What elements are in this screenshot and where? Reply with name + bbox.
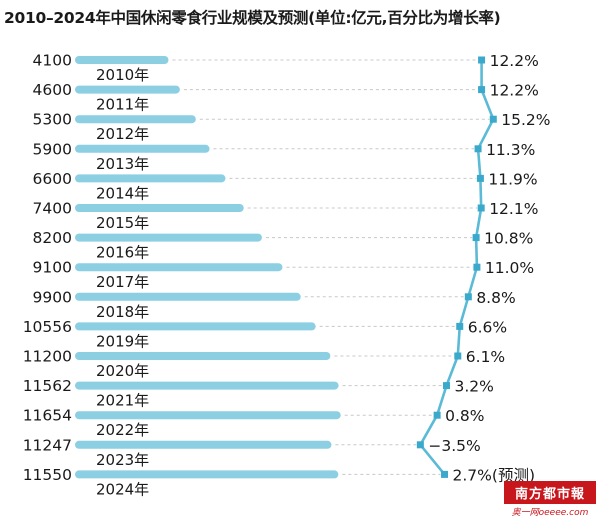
- growth-marker: [476, 174, 484, 182]
- growth-label: 6.6%: [468, 318, 507, 336]
- year-label: 2017年: [96, 273, 149, 291]
- newspaper-logo: 南方都市報 奥一网oeeee.com: [504, 481, 596, 518]
- growth-label: 12.1%: [489, 200, 538, 218]
- growth-label: 8.8%: [476, 289, 515, 307]
- growth-marker: [489, 115, 497, 123]
- bar: [75, 470, 339, 479]
- growth-marker: [474, 145, 482, 153]
- growth-marker: [477, 204, 485, 212]
- growth-label: 3.2%: [454, 378, 493, 396]
- value-label: 6600: [33, 170, 72, 188]
- growth-label: 11.0%: [485, 259, 534, 277]
- value-labels-group: 4100 4600 5300 5900 6600 7400 8200 9100 9900 1055…: [23, 52, 72, 484]
- year-label: 2013年: [96, 155, 149, 173]
- growth-marker: [441, 470, 449, 478]
- year-label: 2015年: [96, 214, 149, 232]
- bar: [75, 352, 331, 360]
- bars-group: [75, 56, 341, 479]
- growth-marker: [472, 234, 480, 242]
- bar: [75, 56, 169, 64]
- bar: [75, 263, 283, 272]
- value-label: 11247: [23, 436, 72, 454]
- year-label: 2011年: [96, 96, 149, 114]
- growth-label: 0.8%: [445, 407, 484, 425]
- year-label: 2010年: [96, 66, 149, 84]
- bar: [75, 85, 180, 94]
- year-label: 2016年: [96, 244, 149, 262]
- value-label: 10556: [23, 318, 72, 336]
- year-label: 2022年: [96, 421, 149, 439]
- value-label: 4600: [33, 81, 72, 99]
- growth-label: 6.1%: [466, 348, 505, 366]
- growth-marker: [416, 441, 424, 449]
- bar: [75, 411, 341, 420]
- logo-website: 奥一网oeeee.com: [511, 508, 589, 518]
- growth-marker: [442, 382, 450, 390]
- growth-marker: [464, 293, 472, 301]
- bar: [75, 292, 301, 301]
- growth-marker: [454, 352, 462, 360]
- growth-label: 2.7%(预测): [453, 466, 535, 484]
- growth-marker: [456, 322, 464, 330]
- year-label: 2023年: [96, 451, 149, 469]
- value-label: 9900: [33, 288, 72, 306]
- year-label: 2020年: [96, 362, 149, 380]
- year-label: 2024年: [96, 480, 149, 498]
- value-label: 11550: [23, 466, 72, 484]
- bar: [75, 440, 332, 449]
- growth-label: 12.2%: [490, 52, 539, 70]
- value-label: 5300: [33, 111, 72, 129]
- value-label: 11562: [23, 377, 72, 395]
- year-label: 2018年: [96, 303, 149, 321]
- value-label: 4100: [33, 52, 72, 70]
- logo-name: 南方都市報: [504, 481, 596, 504]
- growth-marker: [433, 411, 441, 419]
- value-label: 5900: [33, 140, 72, 158]
- value-label: 11200: [23, 348, 72, 366]
- growth-label: 15.2%: [501, 111, 550, 129]
- growth-label: −3.5%: [428, 437, 480, 455]
- bar: [75, 233, 262, 242]
- growth-line-group: [172, 56, 497, 478]
- bar: [75, 381, 339, 390]
- bar: [75, 144, 210, 153]
- value-label: 7400: [33, 200, 72, 218]
- bar: [75, 204, 244, 212]
- year-label: 2014年: [96, 184, 149, 202]
- bar: [75, 322, 316, 331]
- year-label: 2021年: [96, 392, 149, 410]
- chart-title: 2010–2024年中国休闲零食行业规模及预测(单位:亿元,百分比为增长率): [4, 9, 501, 27]
- bar: [75, 115, 196, 124]
- value-label: 9100: [33, 259, 72, 277]
- value-label: 8200: [33, 229, 72, 247]
- growth-label: 11.3%: [486, 141, 535, 159]
- growth-marker: [478, 56, 486, 64]
- growth-labels-group: 12.2% 12.2% 15.2% 11.3% 11.9% 12.1% 10.8% 11.0%…: [428, 52, 550, 484]
- year-label: 2019年: [96, 332, 149, 350]
- year-labels-group: 2010年 2011年 2012年 2013年 2014年 2015年 2016年 2017年…: [96, 66, 149, 498]
- bar: [75, 174, 226, 183]
- growth-label: 11.9%: [488, 170, 537, 188]
- growth-label: 12.2%: [490, 82, 539, 100]
- value-label: 11654: [23, 407, 72, 425]
- growth-marker: [473, 263, 481, 271]
- growth-label: 10.8%: [484, 230, 533, 248]
- year-label: 2012年: [96, 125, 149, 143]
- growth-marker: [478, 86, 486, 94]
